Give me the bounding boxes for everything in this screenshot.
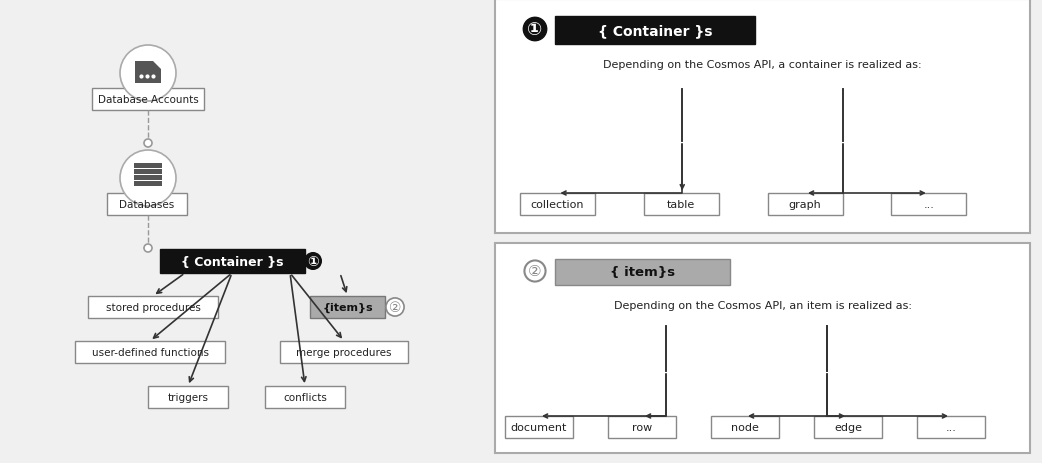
Bar bbox=[555, 17, 755, 45]
Bar bbox=[711, 416, 779, 438]
Text: stored procedures: stored procedures bbox=[105, 302, 200, 313]
Bar bbox=[644, 194, 719, 216]
Bar bbox=[134, 163, 162, 169]
Bar bbox=[311, 296, 384, 319]
Bar bbox=[160, 250, 305, 274]
Bar bbox=[768, 194, 843, 216]
Text: table: table bbox=[667, 200, 695, 210]
Circle shape bbox=[120, 46, 176, 102]
Text: Database Accounts: Database Accounts bbox=[98, 95, 198, 105]
Text: Databases: Databases bbox=[120, 200, 175, 210]
Text: { Container }s: { Container }s bbox=[181, 255, 283, 268]
Bar bbox=[148, 386, 228, 408]
Bar bbox=[505, 416, 573, 438]
Bar bbox=[891, 194, 966, 216]
Text: ②: ② bbox=[528, 264, 542, 279]
Bar bbox=[814, 416, 882, 438]
Text: document: document bbox=[511, 422, 567, 432]
Text: ...: ... bbox=[923, 200, 935, 210]
Text: graph: graph bbox=[789, 200, 821, 210]
Text: node: node bbox=[731, 422, 759, 432]
Text: Depending on the Cosmos API, an item is realized as:: Depending on the Cosmos API, an item is … bbox=[614, 300, 912, 310]
Bar bbox=[134, 169, 162, 175]
Bar bbox=[607, 416, 676, 438]
Polygon shape bbox=[153, 62, 162, 70]
Text: ①: ① bbox=[306, 254, 320, 269]
Text: ②: ② bbox=[389, 300, 401, 314]
Bar bbox=[92, 89, 204, 111]
Bar bbox=[265, 386, 345, 408]
Text: conflicts: conflicts bbox=[283, 392, 327, 402]
Text: Depending on the Cosmos API, a container is realized as:: Depending on the Cosmos API, a container… bbox=[603, 60, 922, 70]
Text: ...: ... bbox=[945, 422, 957, 432]
Bar bbox=[520, 194, 595, 216]
Text: { item}s: { item}s bbox=[610, 266, 675, 279]
Circle shape bbox=[144, 140, 152, 148]
Text: ①: ① bbox=[527, 21, 543, 39]
Text: row: row bbox=[631, 422, 652, 432]
Bar bbox=[134, 181, 162, 187]
Text: edge: edge bbox=[834, 422, 862, 432]
Bar bbox=[88, 296, 218, 319]
Bar bbox=[280, 341, 408, 363]
Bar bbox=[134, 175, 162, 181]
Text: merge procedures: merge procedures bbox=[296, 347, 392, 357]
Text: user-defined functions: user-defined functions bbox=[92, 347, 208, 357]
Bar bbox=[75, 341, 225, 363]
Text: collection: collection bbox=[530, 200, 585, 210]
Bar bbox=[107, 194, 187, 216]
Bar bbox=[495, 0, 1029, 233]
Bar bbox=[555, 259, 730, 285]
Circle shape bbox=[144, 244, 152, 252]
Text: { Container }s: { Container }s bbox=[598, 24, 713, 38]
Circle shape bbox=[120, 150, 176, 206]
Bar bbox=[917, 416, 985, 438]
Text: triggers: triggers bbox=[168, 392, 208, 402]
Text: {item}s: {item}s bbox=[322, 302, 373, 313]
Text: ①: ① bbox=[307, 255, 319, 269]
Bar bbox=[135, 62, 162, 84]
Bar bbox=[495, 244, 1029, 453]
